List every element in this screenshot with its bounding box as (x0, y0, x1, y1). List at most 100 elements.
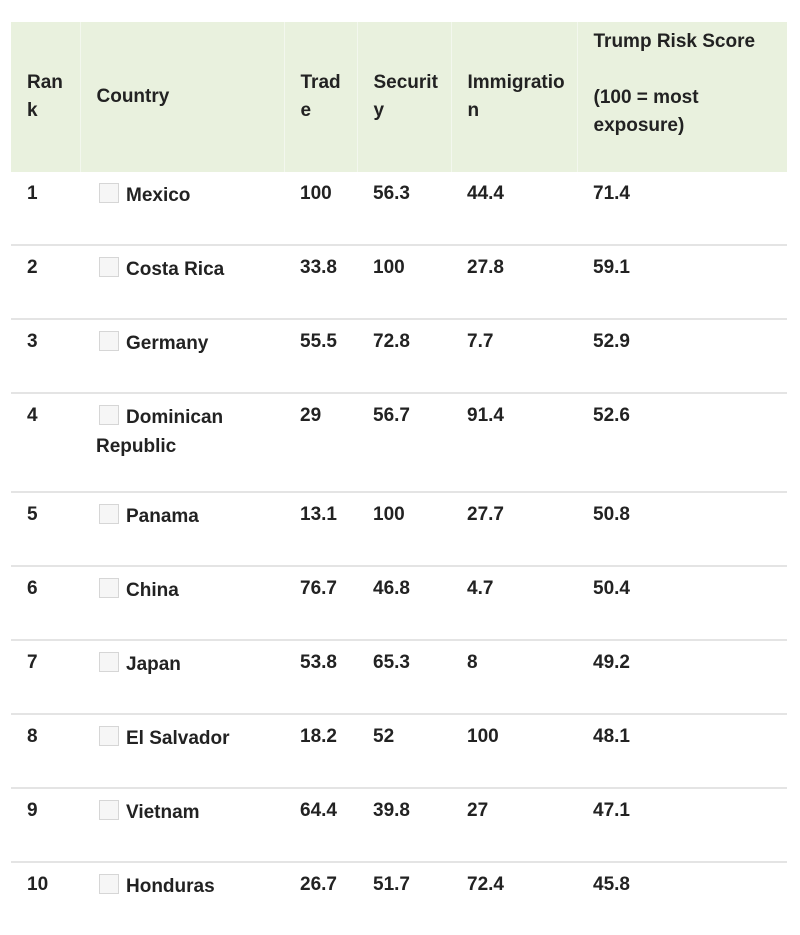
header-rank: Rank (27, 72, 63, 121)
header-country: Country (79, 22, 284, 172)
security-cell: 52 (373, 726, 395, 747)
country-cell: Costa Rica (80, 245, 284, 319)
country-cell: China (80, 566, 284, 640)
country-cell: Germany (80, 319, 284, 393)
header-risk-score: Trump Risk Score (100 = most exposure) (576, 22, 787, 172)
trade-cell: 29 (300, 405, 322, 426)
country-name: Vietnam (126, 802, 200, 823)
header-immigration: Immigration (450, 22, 577, 172)
security-cell: 100 (373, 257, 405, 278)
table-row: 3 Germany 55.5 72.8 7.7 52.9 (11, 319, 787, 393)
security-cell: 100 (373, 504, 405, 525)
country-name: Mexico (126, 185, 191, 206)
security-cell: 56.3 (373, 183, 410, 204)
country-name: Dominican Republic (96, 407, 224, 457)
flag-icon (99, 578, 119, 598)
risk-score-cell: 49.2 (593, 652, 630, 673)
header-risk-score-note: (100 = most exposure) (593, 87, 699, 136)
risk-score-cell: 71.4 (593, 183, 630, 204)
flag-icon (99, 800, 119, 820)
country-name: Germany (126, 333, 209, 354)
security-cell: 51.7 (373, 874, 410, 895)
table-row: 4 Dominican Republic 29 56.7 91.4 52.6 (11, 393, 787, 492)
table-row: 1 Mexico 100 56.3 44.4 71.4 (11, 172, 787, 245)
flag-icon (99, 652, 119, 672)
table-body: 1 Mexico 100 56.3 44.4 71.4 2 Costa Rica 33.8 100… (11, 172, 787, 935)
header-trade: Trade (283, 22, 357, 172)
country-cell: Panama (80, 492, 284, 566)
table-row: 8 El Salvador 18.2 52 100 48.1 (11, 714, 787, 788)
rank-cell: 1 (27, 183, 38, 204)
immigration-cell: 100 (467, 726, 499, 747)
flag-icon (99, 331, 119, 351)
risk-score-cell: 59.1 (593, 257, 630, 278)
table-row: 6 China 76.7 46.8 4.7 50.4 (11, 566, 787, 640)
immigration-cell: 91.4 (467, 405, 504, 426)
country-cell: Japan (80, 640, 284, 714)
immigration-cell: 4.7 (467, 578, 494, 599)
header-risk-score-title: Trump Risk Score (593, 31, 756, 52)
table-row: 2 Costa Rica 33.8 100 27.8 59.1 (11, 245, 787, 319)
flag-icon (99, 257, 119, 277)
country-cell: Mexico (80, 172, 284, 245)
rank-cell: 4 (27, 405, 38, 426)
trade-cell: 26.7 (300, 874, 337, 895)
country-name: Panama (126, 506, 199, 527)
immigration-cell: 27.8 (467, 257, 504, 278)
trade-cell: 76.7 (300, 578, 337, 599)
country-name: Costa Rica (126, 259, 225, 280)
risk-score-cell: 50.4 (593, 578, 630, 599)
trade-cell: 13.1 (300, 504, 337, 525)
trade-cell: 33.8 (300, 257, 337, 278)
header-security: Security (356, 22, 451, 172)
security-cell: 72.8 (373, 331, 410, 352)
rank-cell: 8 (27, 726, 38, 747)
flag-icon (99, 504, 119, 524)
rank-cell: 9 (27, 800, 38, 821)
country-cell: Dominican Republic (80, 393, 284, 492)
country-cell: Vietnam (80, 788, 284, 862)
risk-score-cell: 52.9 (593, 331, 630, 352)
header-row: Rank Country Trade Security Immigration … (11, 22, 787, 172)
rank-cell: 2 (27, 257, 38, 278)
immigration-cell: 27 (467, 800, 489, 821)
rank-cell: 10 (27, 874, 49, 895)
risk-score-cell: 52.6 (593, 405, 630, 426)
trade-cell: 55.5 (300, 331, 337, 352)
security-cell: 65.3 (373, 652, 410, 673)
country-cell: Honduras (80, 862, 284, 935)
rank-cell: 5 (27, 504, 38, 525)
immigration-cell: 7.7 (467, 331, 494, 352)
security-cell: 46.8 (373, 578, 410, 599)
risk-score-cell: 48.1 (593, 726, 630, 747)
trade-cell: 64.4 (300, 800, 337, 821)
immigration-cell: 8 (467, 652, 478, 673)
trade-cell: 53.8 (300, 652, 337, 673)
table-header: Rank Country Trade Security Immigration … (11, 22, 787, 172)
table-row: 5 Panama 13.1 100 27.7 50.8 (11, 492, 787, 566)
security-cell: 56.7 (373, 405, 410, 426)
immigration-cell: 72.4 (467, 874, 504, 895)
table-row: 10 Honduras 26.7 51.7 72.4 45.8 (11, 862, 787, 935)
rank-cell: 6 (27, 578, 38, 599)
security-cell: 39.8 (373, 800, 410, 821)
risk-score-cell: 47.1 (593, 800, 630, 821)
flag-icon (99, 405, 119, 425)
immigration-cell: 44.4 (467, 183, 504, 204)
flag-icon (99, 726, 119, 746)
table-row: 7 Japan 53.8 65.3 8 49.2 (11, 640, 787, 714)
risk-score-table: Rank Country Trade Security Immigration … (11, 22, 787, 935)
country-cell: El Salvador (80, 714, 284, 788)
risk-score-cell: 50.8 (593, 504, 630, 525)
rank-cell: 3 (27, 331, 38, 352)
immigration-cell: 27.7 (467, 504, 504, 525)
country-name: Honduras (126, 876, 215, 897)
trade-cell: 18.2 (300, 726, 337, 747)
country-name: Japan (126, 654, 181, 675)
country-name: El Salvador (126, 728, 230, 749)
risk-score-cell: 45.8 (593, 874, 630, 895)
flag-icon (99, 183, 119, 203)
country-name: China (126, 580, 179, 601)
rank-cell: 7 (27, 652, 38, 673)
trade-cell: 100 (300, 183, 332, 204)
